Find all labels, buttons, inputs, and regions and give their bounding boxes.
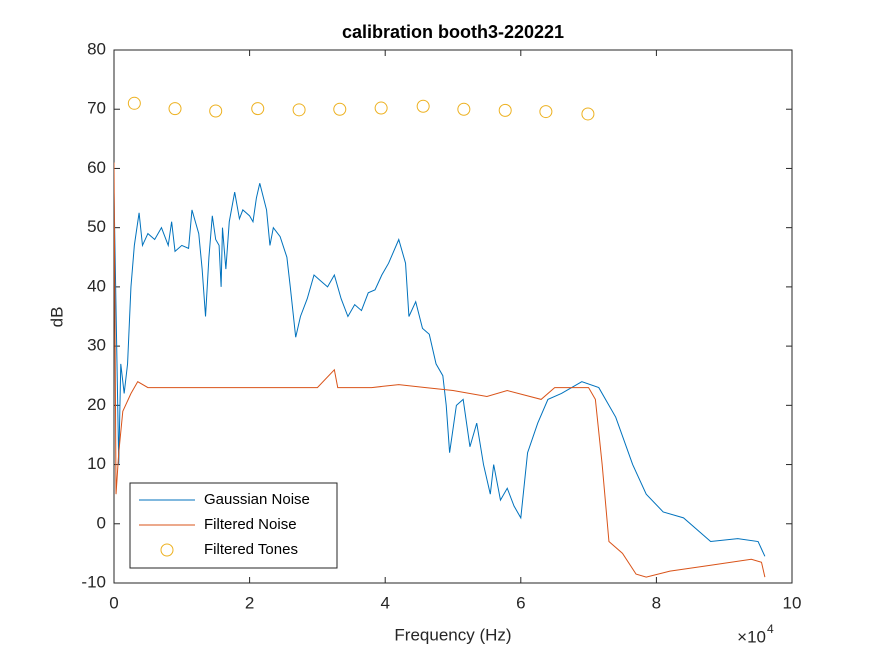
x-tick-label: 2 <box>245 593 254 612</box>
data-point <box>374 101 388 115</box>
y-tick-label: 40 <box>87 276 106 295</box>
data-point <box>168 102 182 116</box>
y-tick-label: 80 <box>87 39 106 58</box>
y-tick-label: 0 <box>97 513 106 532</box>
data-line <box>114 162 766 578</box>
x-axis-label: Frequency (Hz) <box>394 625 511 644</box>
legend-swatch <box>160 543 174 557</box>
x-multiplier-exp: 4 <box>767 622 774 636</box>
y-tick-label: 10 <box>87 454 106 473</box>
y-tick-label: 50 <box>87 217 106 236</box>
data-point <box>457 102 471 116</box>
axes-box <box>113 49 793 584</box>
legend-label: Gaussian Noise <box>204 491 310 508</box>
y-tick-label: 60 <box>87 158 106 177</box>
data-point <box>209 104 223 118</box>
x-tick-label: 4 <box>380 593 389 612</box>
legend-label: Filtered Tones <box>204 541 298 558</box>
chart-title: calibration booth3-220221 <box>342 22 564 42</box>
data-point <box>539 105 553 119</box>
data-point <box>127 96 141 110</box>
legend-label: Filtered Noise <box>204 516 297 533</box>
x-tick-label: 8 <box>652 593 661 612</box>
y-axis-label: dB <box>47 307 66 328</box>
data-point <box>333 102 347 116</box>
data-point <box>498 103 512 117</box>
y-tick-label: -10 <box>81 572 106 591</box>
y-tick-label: 70 <box>87 99 106 118</box>
data-point <box>292 103 306 117</box>
legend-box <box>129 482 338 569</box>
data-point <box>251 102 265 116</box>
data-point <box>581 107 595 121</box>
y-tick-label: 30 <box>87 336 106 355</box>
x-tick-label: 10 <box>783 593 802 612</box>
x-tick-label: 6 <box>516 593 525 612</box>
x-multiplier: ×10 <box>737 627 766 646</box>
x-tick-label: 0 <box>109 593 118 612</box>
data-point <box>416 99 430 113</box>
data-line <box>114 183 766 557</box>
y-tick-label: 20 <box>87 395 106 414</box>
